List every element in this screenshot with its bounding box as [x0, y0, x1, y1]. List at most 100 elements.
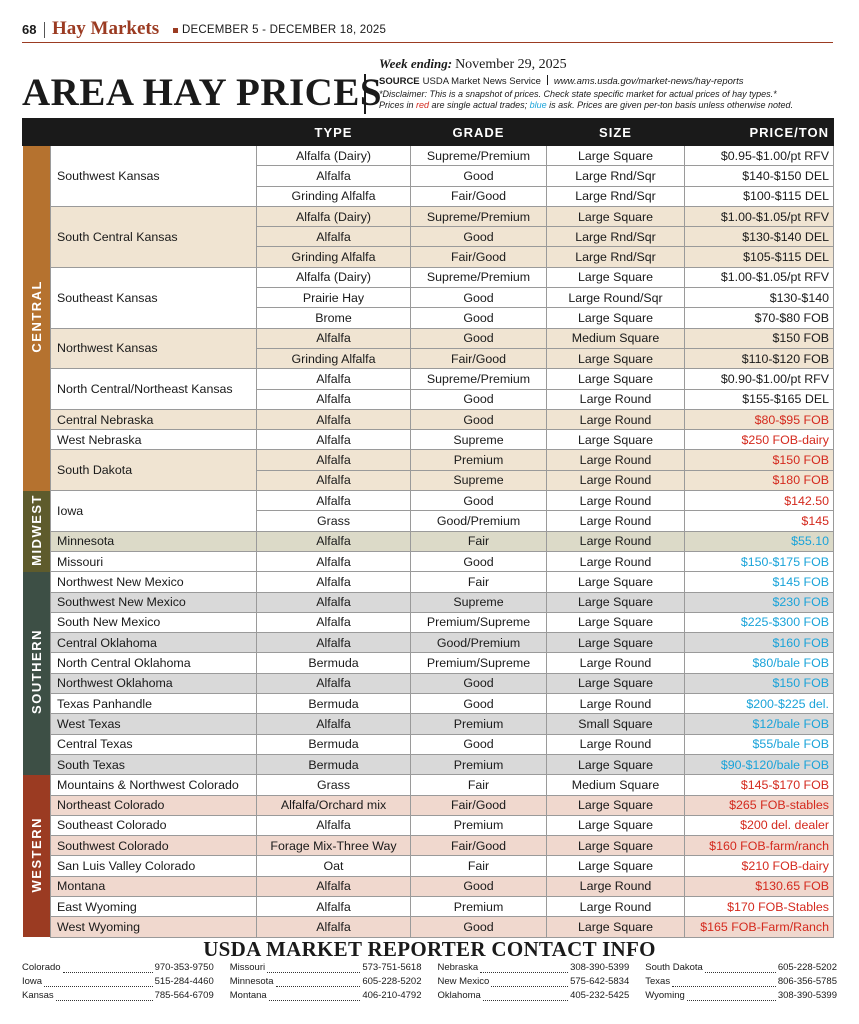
grade: Fair/Good	[410, 347, 547, 370]
hay-type: Bermuda	[256, 753, 411, 776]
bale-size: Large Round	[546, 895, 685, 918]
grade: Good	[410, 307, 547, 329]
grade: Good	[410, 165, 547, 187]
leader-dots	[482, 990, 569, 1001]
leader-dots	[480, 962, 569, 973]
price: $155-$165 DEL	[684, 388, 834, 410]
price: $1.00-$1.05/pt RFV	[684, 266, 834, 289]
hay-type: Alfalfa	[256, 571, 411, 593]
contact-state: Minnesota	[229, 976, 274, 987]
table-row: Texas Panhandle Bermuda Good Large Round $20…	[22, 693, 834, 715]
week-ending: Week ending: November 29, 2025	[379, 56, 567, 73]
price: $145 FOB	[684, 571, 834, 593]
hay-type: Alfalfa	[256, 226, 411, 248]
bale-size: Large Square	[546, 368, 685, 390]
hay-type: Alfalfa (Dairy)	[256, 144, 411, 167]
area-name: Texas Panhandle	[50, 693, 257, 715]
price: $150-$175 FOB	[684, 550, 834, 573]
bale-size: Large Square	[546, 205, 685, 228]
contact-state: Kansas	[22, 990, 54, 1001]
hay-type: Alfalfa	[256, 814, 411, 837]
contact-state: Montana	[229, 990, 267, 1001]
table-row: MIDWEST Iowa Alfalfa Good Large Round $142.50	[22, 490, 834, 572]
table-row: Montana Alfalfa Good Large Round $130.65 FOB	[22, 875, 834, 897]
hay-type: Alfalfa	[256, 530, 411, 552]
contact-entry: New Mexico 575-642-5834	[437, 976, 629, 990]
header-cell	[50, 118, 257, 146]
area-name: Southwest New Mexico	[50, 591, 257, 613]
area-name: South New Mexico	[50, 611, 257, 634]
grade: Good	[410, 916, 547, 938]
hay-type: Grinding Alfalfa	[256, 347, 411, 370]
table-row: Southeast Kansas Alfalfa (Dairy) Supreme/P…	[22, 266, 834, 329]
grade: Good	[410, 550, 547, 573]
bale-size: Large Rnd/Sqr	[546, 226, 685, 248]
bullet	[173, 28, 178, 33]
hay-type: Alfalfa	[256, 591, 411, 613]
divider	[44, 22, 45, 38]
price: $210 FOB-dairy	[684, 855, 834, 877]
grade: Fair/Good	[410, 835, 547, 857]
bale-size: Large Square	[546, 571, 685, 593]
hay-type: Alfalfa	[256, 611, 411, 634]
hay-type: Alfalfa	[256, 429, 411, 451]
price: $0.90-$1.00/pt RFV	[684, 368, 834, 390]
leader-dots	[55, 990, 153, 1001]
hay-type: Brome	[256, 307, 411, 329]
area-name: Northwest Oklahoma	[50, 672, 257, 695]
contact-entry: Kansas 785-564-6709	[22, 990, 214, 1004]
bale-size: Large Round	[546, 388, 685, 410]
region-name: WESTERN	[28, 816, 44, 893]
hay-type: Bermuda	[256, 693, 411, 715]
table-row: Northeast Colorado Alfalfa/Orchard mix Fai…	[22, 794, 834, 816]
contact-entry: Montana 406-210-4792	[230, 990, 422, 1004]
bale-size: Large Round	[546, 652, 685, 674]
hay-type: Alfalfa (Dairy)	[256, 266, 411, 289]
hay-type: Alfalfa	[256, 875, 411, 897]
area-name: Minnesota	[50, 530, 257, 552]
table-row: CENTRAL Southwest Kansas Alfalfa (Dairy) Su…	[22, 144, 834, 491]
contact-state: Colorado	[22, 962, 61, 973]
column-header: TYPE	[256, 118, 411, 146]
grade: Supreme/Premium	[410, 144, 547, 167]
bale-size: Large Round	[546, 550, 685, 573]
price: $180 FOB	[684, 469, 834, 492]
price: $12/bale FOB	[684, 713, 834, 735]
hay-type: Prairie Hay	[256, 287, 411, 309]
contact-state: Iowa	[22, 976, 43, 987]
price: $140-$150 DEL	[684, 165, 834, 187]
leader-dots	[491, 976, 569, 987]
area-name: Southwest Kansas	[50, 145, 257, 207]
bale-size: Large Square	[546, 916, 685, 938]
hay-type: Alfalfa	[256, 165, 411, 187]
table-row: South Texas Bermuda Premium Large Square $90…	[22, 753, 834, 776]
header-row: TYPE GRADE SIZE PRICE/TON	[22, 118, 834, 146]
contact-phone: 515-284-4460	[154, 976, 214, 987]
price: $160 FOB	[684, 632, 834, 654]
bale-size: Large Square	[546, 611, 685, 634]
bale-size: Small Square	[546, 713, 685, 735]
price: $200 del. dealer	[684, 814, 834, 837]
source: SOURCE USDA Market News Service www.ams.us…	[379, 75, 743, 87]
price: $130-$140	[684, 287, 834, 309]
area-name: Southeast Kansas	[50, 266, 257, 329]
price: $250 FOB-dairy	[684, 429, 834, 451]
table-row: Southeast Colorado Alfalfa Premium Large Sq…	[22, 814, 834, 837]
table-row: Northwest Oklahoma Alfalfa Good Large Squar…	[22, 672, 834, 695]
contact-phone: 573-751-5618	[362, 962, 422, 973]
area-name: Central Nebraska	[50, 408, 257, 431]
table-row: West Texas Alfalfa Premium Small Square $12/…	[22, 713, 834, 735]
area-name: Central Oklahoma	[50, 632, 257, 654]
header-cell	[22, 118, 51, 146]
source-name: USDA Market News Service	[422, 76, 541, 87]
table-row: West Wyoming Alfalfa Good Large Square $165 …	[22, 916, 834, 938]
price: $80-$95 FOB	[684, 408, 834, 431]
contact-state: New Mexico	[437, 976, 490, 987]
bale-size: Large Round	[546, 733, 685, 755]
table-row: Minnesota Alfalfa Fair Large Round $55.10	[22, 530, 834, 552]
area-name: Missouri	[50, 550, 257, 573]
area-name: Iowa	[50, 490, 257, 532]
hay-type: Grass	[256, 774, 411, 796]
grade: Good	[410, 388, 547, 410]
